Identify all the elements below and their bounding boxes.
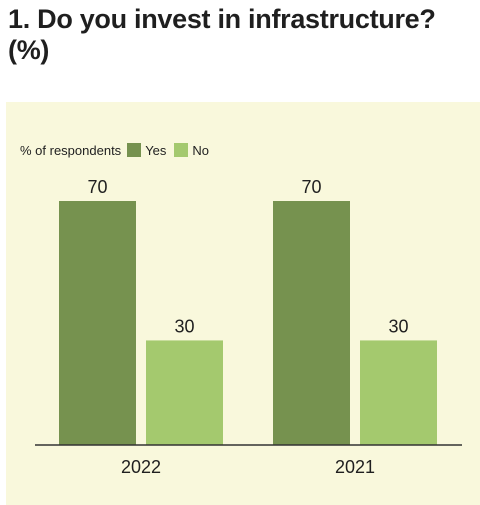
legend-label-no: No [192,142,210,158]
data-label-yes-2022: 70 [87,177,107,197]
x-tick-label-2022: 2022 [121,457,161,477]
legend: % of respondents Yes No [20,140,217,160]
bar-no-2021 [360,340,437,445]
bars-group: 70 30 70 30 [59,177,437,445]
data-label-yes-2021: 70 [301,177,321,197]
chart-panel: % of respondents Yes No 70 30 70 30 2022 202… [6,102,480,505]
bar-no-2022 [146,340,223,445]
bar-yes-2021 [273,201,350,445]
chart-title: 1. Do you invest in infrastructure? (%) [8,4,436,65]
data-label-no-2021: 30 [388,316,408,336]
legend-item-yes: Yes [127,143,166,158]
x-tick-label-2021: 2021 [335,457,375,477]
bar-yes-2022 [59,201,136,445]
x-tick-labels: 2022 2021 [121,457,375,477]
legend-title: % of respondents [20,142,122,158]
legend-swatch-no [174,143,189,157]
data-label-no-2022: 30 [174,316,194,336]
bar-chart: 70 30 70 30 2022 2021 [35,177,462,477]
legend-label-yes: Yes [145,142,167,158]
legend-item-no: No [174,143,209,158]
legend-swatch-yes [127,143,142,157]
